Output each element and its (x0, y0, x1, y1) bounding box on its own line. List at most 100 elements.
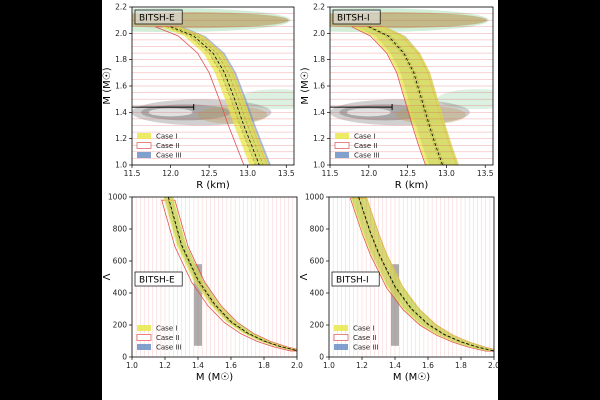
plot-area (132, 7, 294, 165)
x-tick-label: 13.0 (239, 169, 256, 178)
y-tick-label: 1.0 (115, 161, 127, 170)
legend-label-1: Case I (156, 325, 177, 333)
x-tick-label: 13.0 (438, 169, 455, 178)
y-tick-label: 200 (113, 321, 128, 330)
legend-swatch-2 (333, 334, 349, 341)
panel-title: BITSH-E (139, 276, 175, 286)
legend-label-3: Case III (353, 344, 379, 352)
panel-title: BITSH-E (139, 14, 175, 24)
band-case-i (160, 26, 269, 165)
y-tick-label: 1.8 (313, 55, 325, 64)
y-tick-label: 0 (122, 353, 127, 362)
band-case-i (352, 26, 459, 165)
x-tick-label: 11.5 (322, 169, 339, 178)
x-tick-label: 2.0 (488, 361, 498, 370)
y-tick-label: 800 (310, 225, 325, 234)
x-tick-label: 12.5 (201, 169, 218, 178)
x-tick-label: 1.2 (159, 361, 171, 370)
y-tick-label: 1.4 (115, 108, 127, 117)
band-case-ii (161, 199, 297, 352)
chart-panel-bottom-right: 1.0 1.2 1.4 1.6 1.8 2.0 0 200 400 600 800 1000 M (M☉… (299, 193, 498, 384)
legend-label-2: Case II (353, 334, 377, 342)
legend-swatch-1 (335, 133, 349, 139)
y-tick-label: 1000 (305, 193, 324, 202)
y-tick-label: 1.0 (313, 161, 325, 170)
y-tick-label: 1.2 (313, 134, 325, 143)
y-tick-label: 1.4 (313, 108, 325, 117)
y-tick-label: 400 (113, 289, 128, 298)
y-tick-label: 2.2 (115, 3, 127, 12)
panel-title: BITSH-I (337, 14, 370, 24)
plot-area (132, 197, 297, 357)
legend-label-1: Case I (156, 133, 177, 141)
center-line (167, 197, 297, 351)
y-tick-label: 600 (113, 257, 128, 266)
legend-swatch-2 (136, 142, 152, 149)
plot-area (329, 197, 494, 357)
x-axis-label: M (M☉) (393, 372, 430, 383)
legend-label-2: Case II (156, 334, 180, 342)
axes-frame (131, 196, 298, 358)
y-axis-label: M (M☉) (102, 67, 113, 104)
x-tick-label: 1.6 (422, 361, 434, 370)
legend-swatch-1 (334, 325, 348, 331)
panel-title-box (134, 271, 183, 287)
x-tick-label: 1.4 (389, 361, 401, 370)
x-tick-label: 12.0 (162, 169, 179, 178)
x-tick-label: 1.4 (192, 361, 204, 370)
panel-title-box (331, 271, 380, 287)
figure-svg: 11.5 12.0 12.5 13.0 13.5 1.0 1.2 1.4 1.6 1.8 2.0 2.… (102, 3, 498, 384)
x-tick-label: 1.6 (225, 361, 237, 370)
figure: 11.5 12.0 12.5 13.0 13.5 1.0 1.2 1.4 1.6 1.8 2.0 2.… (102, 0, 498, 400)
legend-label-3: Case III (156, 152, 182, 160)
band-case-i (350, 197, 494, 351)
x-tick-label: 1.8 (258, 361, 270, 370)
x-tick-label: 1.0 (323, 361, 335, 370)
y-axis-label: Λ (102, 273, 113, 280)
legend-label-1: Case I (354, 133, 375, 141)
x-tick-label: 2.0 (291, 361, 303, 370)
y-tick-label: 400 (310, 289, 325, 298)
legend-swatch-3 (137, 152, 151, 158)
x-tick-label: 12.5 (399, 169, 416, 178)
x-axis-label: R (km) (196, 180, 230, 191)
axes-frame (328, 196, 495, 358)
y-tick-label: 1.6 (313, 82, 325, 91)
y-tick-label: 2.0 (313, 29, 325, 38)
y-tick-label: 1.8 (115, 55, 127, 64)
legend-swatch-3 (335, 152, 349, 158)
legend-swatch-2 (334, 142, 350, 149)
x-axis-label: R (km) (395, 180, 429, 191)
y-tick-label: 1.2 (115, 134, 127, 143)
x-tick-label: 13.5 (477, 169, 494, 178)
x-tick-label: 1.8 (455, 361, 467, 370)
panel-title-box (332, 9, 381, 25)
x-tick-label: 12.0 (360, 169, 377, 178)
x-tick-label: 1.2 (356, 361, 368, 370)
constraint-bar (194, 264, 202, 346)
legend-swatch-2 (136, 334, 152, 341)
x-tick-label: 11.5 (124, 169, 141, 178)
legend-label-1: Case I (353, 325, 374, 333)
legend-swatch-3 (334, 344, 348, 350)
legend-swatch-1 (137, 133, 151, 139)
legend-label-2: Case II (354, 142, 378, 150)
y-axis-label: M (M☉) (300, 67, 311, 104)
y-tick-label: 200 (310, 321, 325, 330)
x-tick-label: 1.0 (126, 361, 138, 370)
panel-title: BITSH-I (336, 276, 369, 286)
constraint-bar (391, 264, 399, 346)
legend-label-3: Case III (354, 152, 380, 160)
chart-panel-bottom-left: 1.0 1.2 1.4 1.6 1.8 2.0 0 200 400 600 800 1000 M (M☉… (102, 193, 303, 384)
y-tick-label: 2.0 (115, 29, 127, 38)
y-tick-label: 800 (113, 225, 128, 234)
y-tick-label: 1.6 (115, 82, 127, 91)
chart-panel-top-right: 11.5 12.0 12.5 13.0 13.5 1.0 1.2 1.4 1.6 1.8 2.0 2.… (300, 3, 494, 192)
band-case-i (163, 197, 297, 351)
y-tick-label: 2.2 (313, 3, 325, 12)
y-tick-label: 600 (310, 257, 325, 266)
chart-panel-top-left: 11.5 12.0 12.5 13.0 13.5 1.0 1.2 1.4 1.6 1.8 2.0 2.… (102, 3, 295, 192)
y-axis-label: Λ (299, 273, 310, 280)
x-axis-label: M (M☉) (196, 372, 233, 383)
legend-swatch-3 (137, 344, 151, 350)
